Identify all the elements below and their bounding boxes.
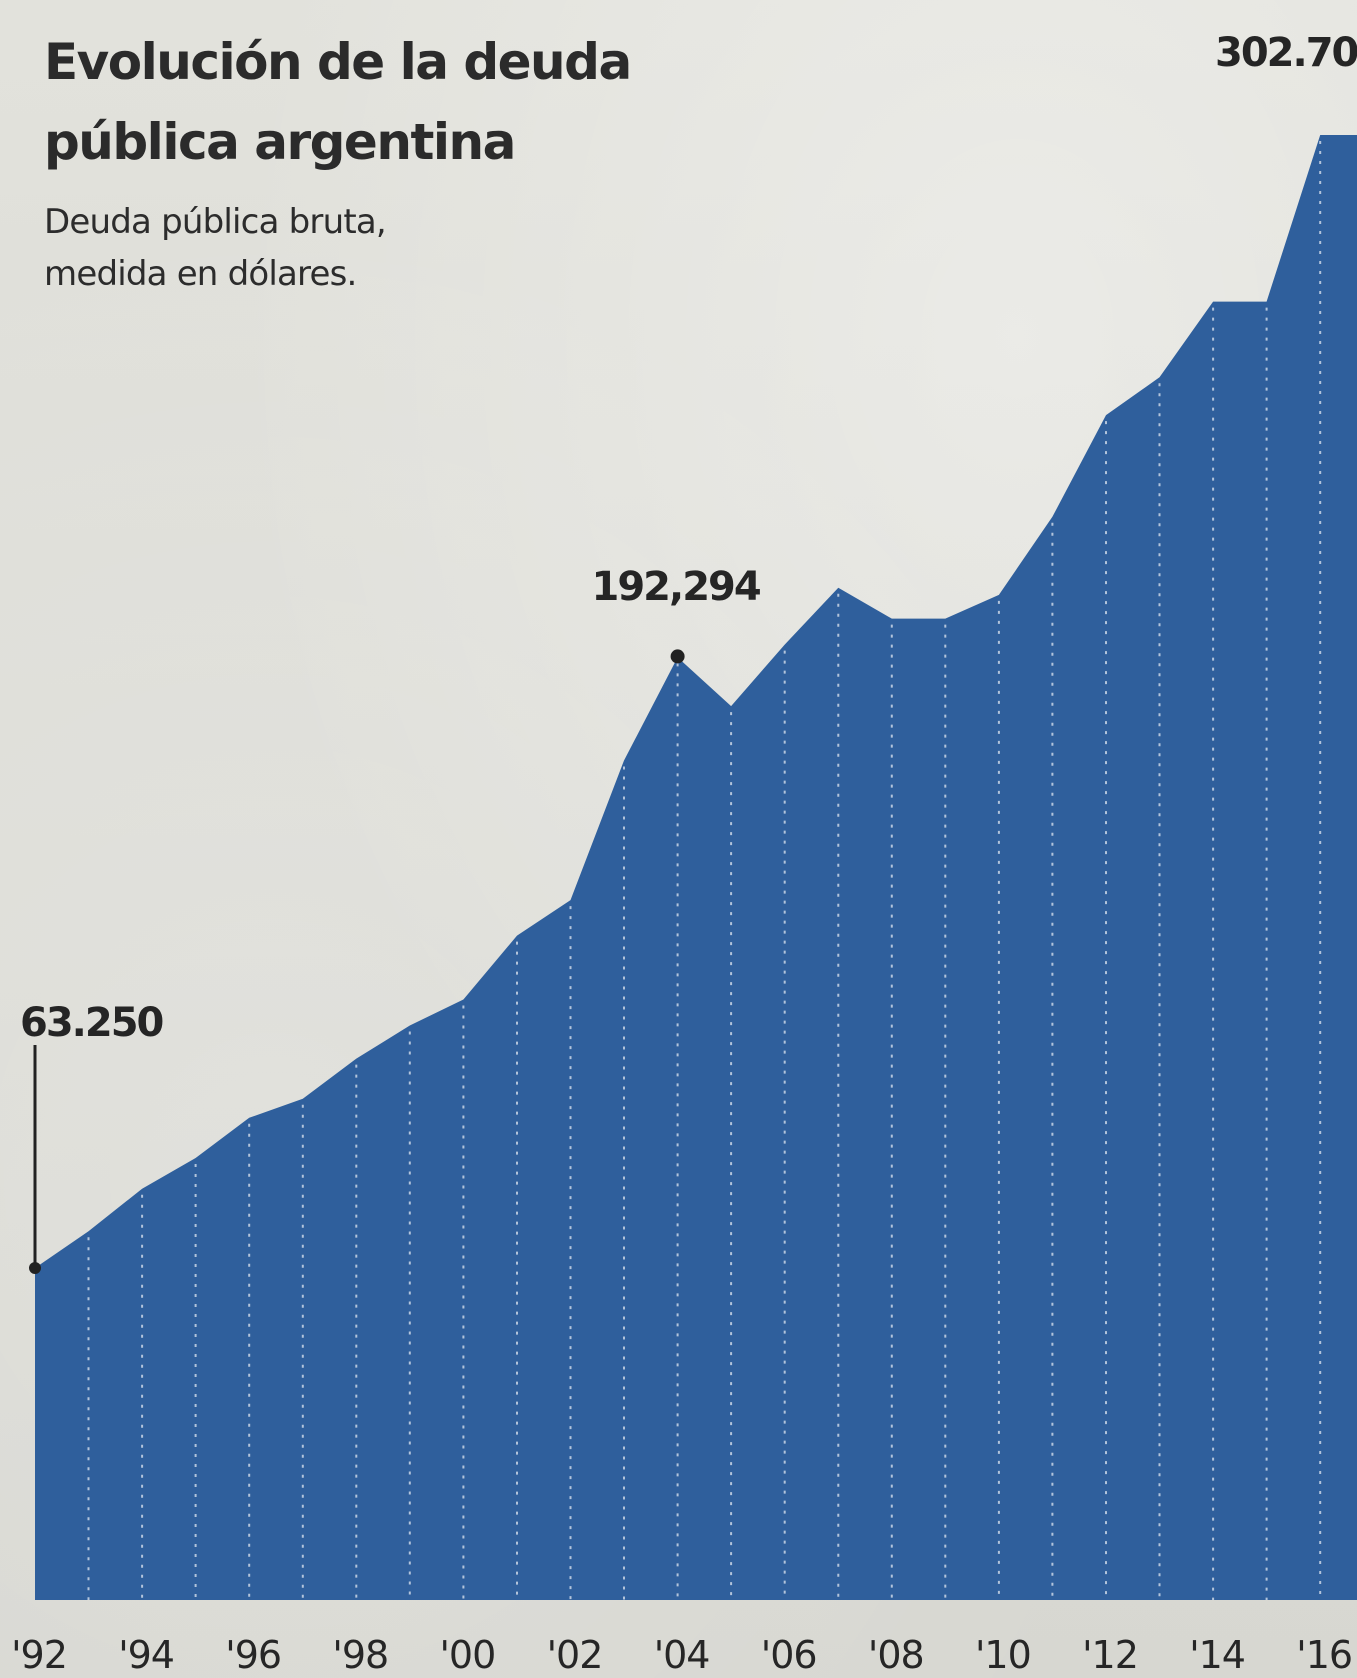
annotation-dot [29,1262,41,1274]
x-tick-label-2014: '14 [1189,1633,1245,1677]
x-tick-label-2008: '08 [868,1633,924,1677]
x-axis: '92 '94 '96 '98 '00 '02 '04 '06 '08 '10 '12 '14 '16 [11,1633,1353,1677]
x-tick-label-2004: '04 [654,1633,710,1677]
annotation-2017: 302.700 [1215,30,1357,76]
annotation-label-end: 302.700 [1215,30,1357,76]
x-tick-label-1994: '94 [118,1633,174,1677]
debt-area [35,135,1357,1600]
x-tick-label-2010: '10 [975,1633,1031,1677]
x-tick-label-2002: '02 [547,1633,603,1677]
chart-header: Evolución de la deuda pública argentina … [44,22,804,300]
x-tick-label-2000: '00 [439,1633,495,1677]
vertical-grid [87,141,1322,1600]
annotations-layer: 63.250 192,294 302.700 [20,30,1357,1274]
chart-subtitle: Deuda pública bruta, medida en dólares. [44,202,387,294]
annotation-label-peak-2004: 192,294 [592,564,760,610]
x-tick-label-2006: '06 [761,1633,817,1677]
annotation-2004: 192,294 [592,564,762,664]
x-tick-label-2012: '12 [1082,1633,1138,1677]
x-tick-label-2016: '16 [1296,1633,1352,1677]
area-layer [35,135,1357,1600]
annotation-1992: 63.250 [20,1000,165,1274]
annotation-dot [670,649,685,664]
x-tick-label-1998: '98 [332,1633,388,1677]
chart-title: Evolución de la deuda pública argentina [44,33,632,171]
x-tick-label-1996: '96 [225,1633,281,1677]
x-tick-label-1992: '92 [11,1633,67,1677]
annotation-label-start: 63.250 [20,1000,163,1046]
